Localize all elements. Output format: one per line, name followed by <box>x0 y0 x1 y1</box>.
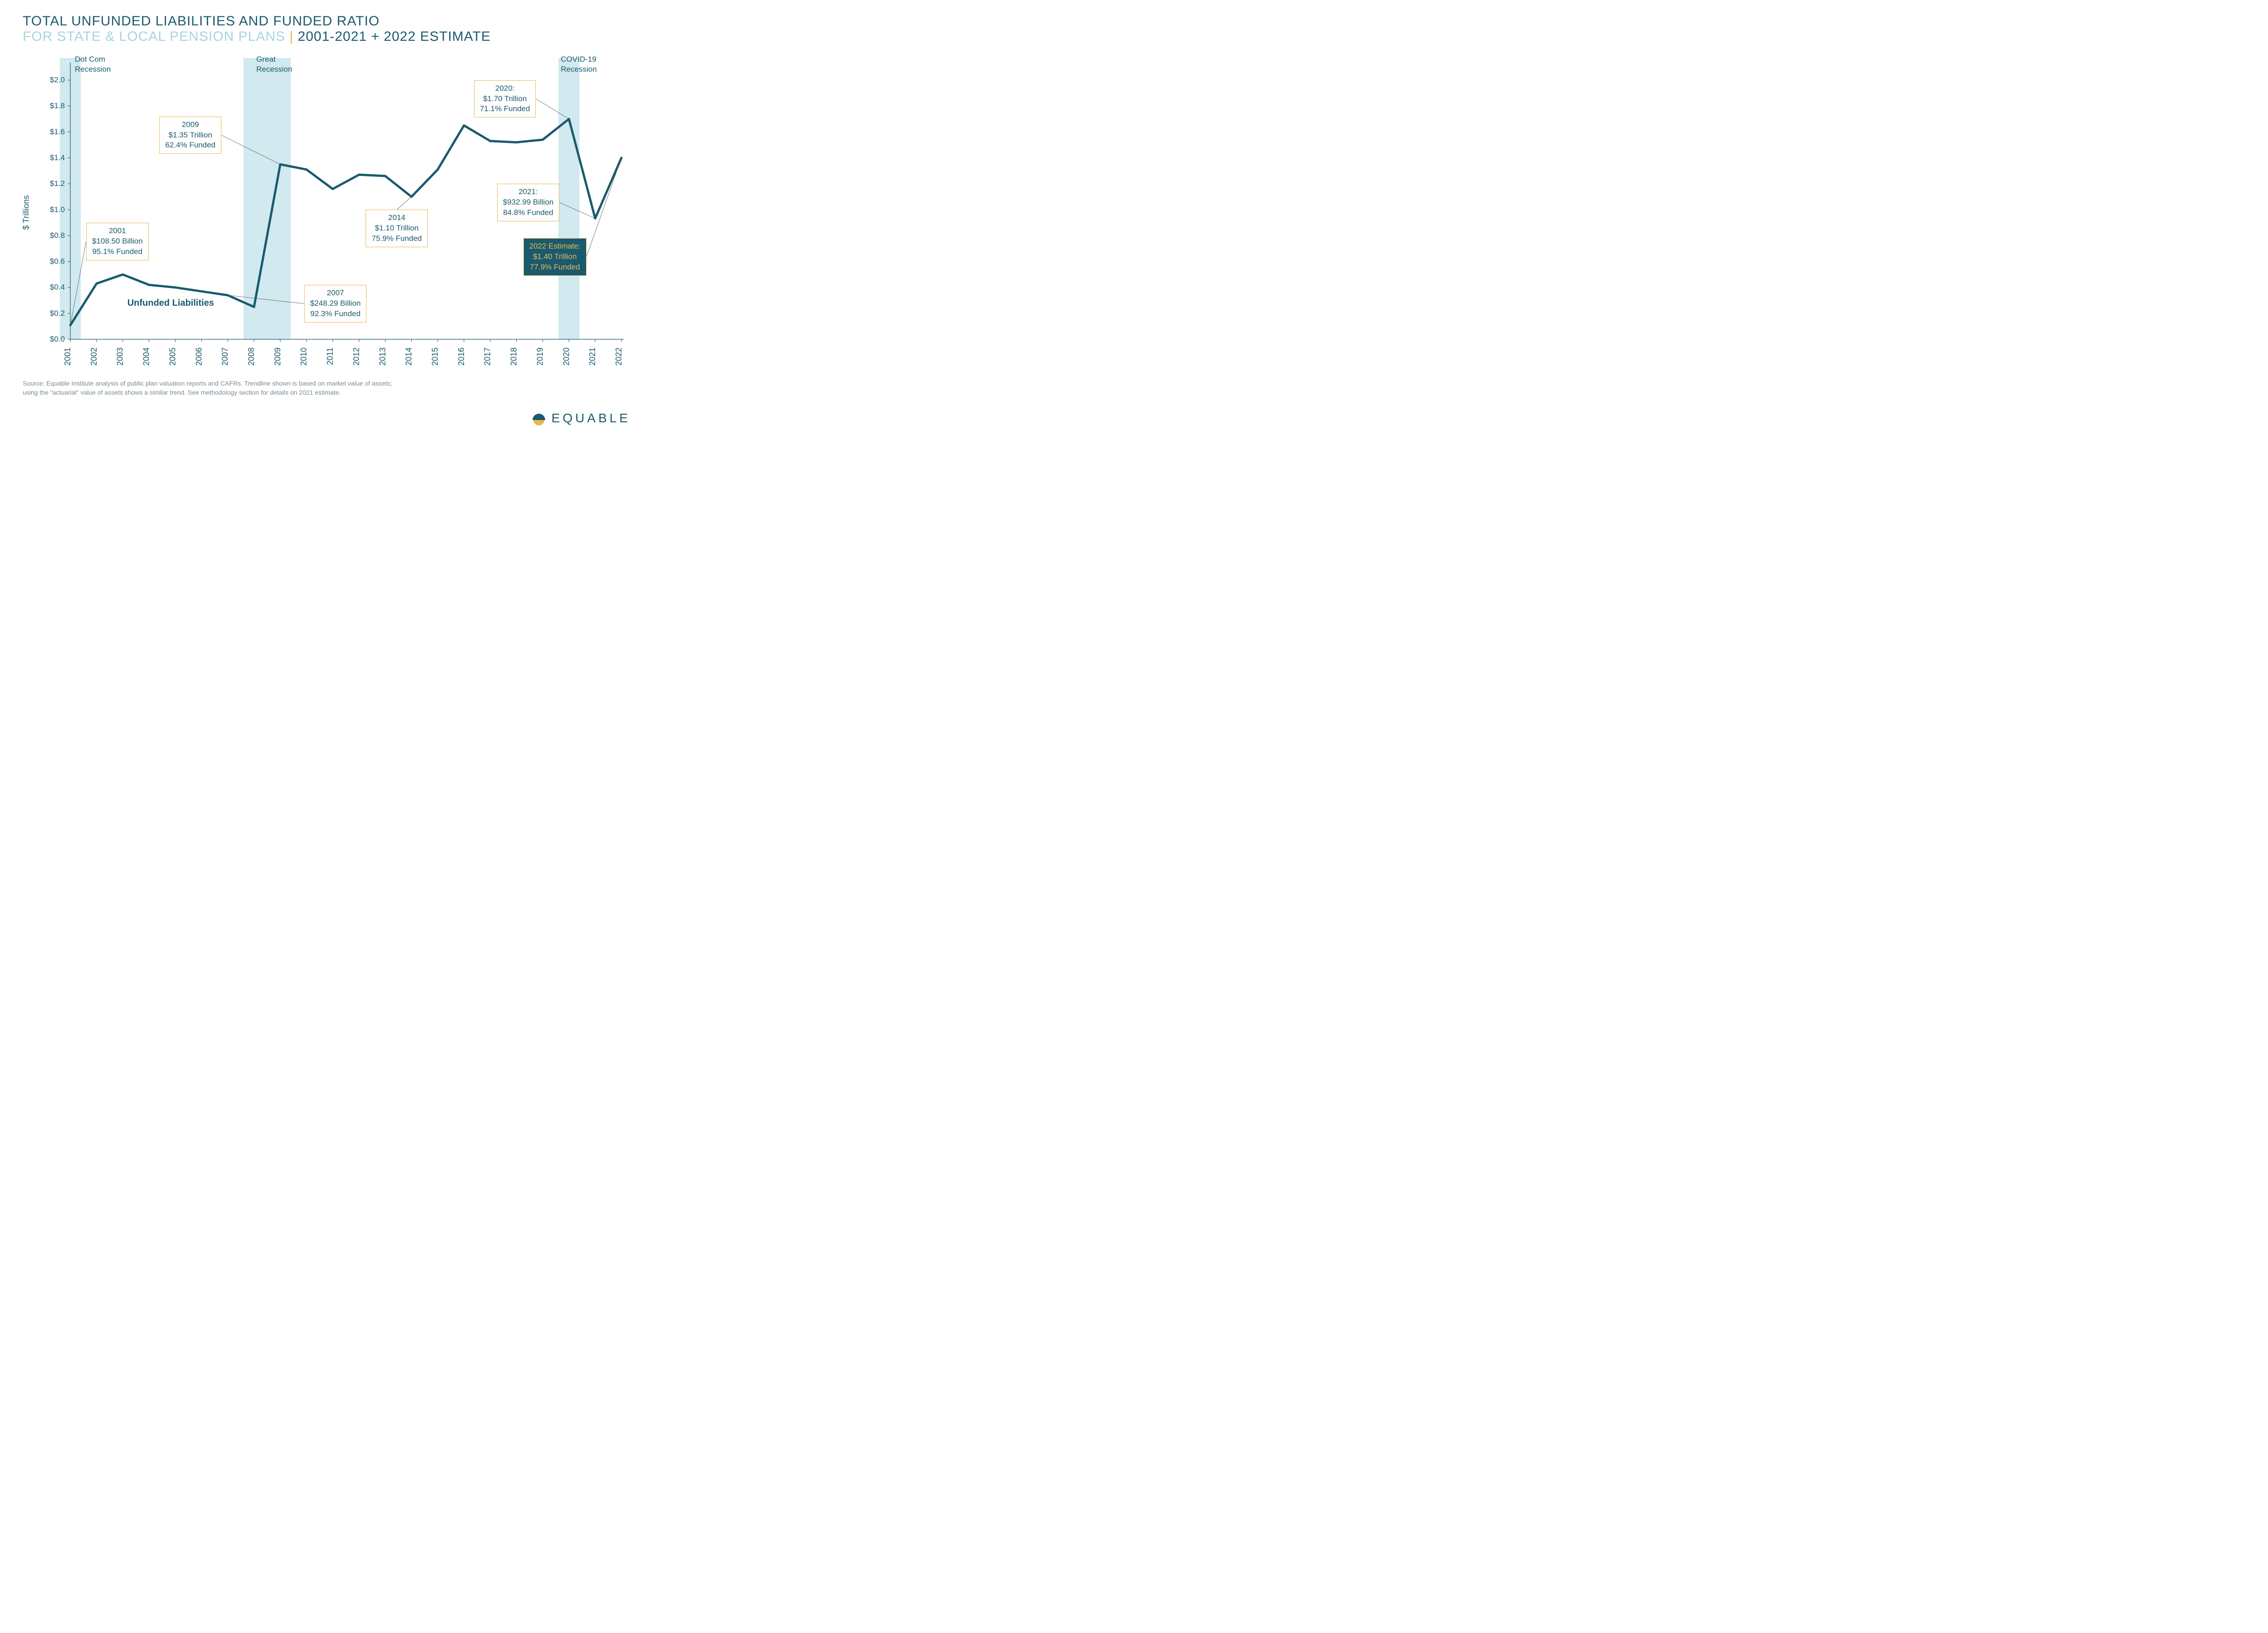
svg-text:$0.6: $0.6 <box>50 257 65 266</box>
source-footer: Source: Equable Institute analysis of pu… <box>23 379 631 397</box>
chart-title: TOTAL UNFUNDED LIABILITIES AND FUNDED RA… <box>23 14 631 44</box>
svg-text:2016: 2016 <box>457 347 466 366</box>
svg-text:2022: 2022 <box>614 347 623 366</box>
svg-text:2015: 2015 <box>430 347 440 366</box>
recession-label: Dot ComRecession <box>75 54 111 74</box>
svg-text:2010: 2010 <box>299 347 308 366</box>
svg-text:2005: 2005 <box>168 347 177 366</box>
subtitle-part1: FOR STATE & LOCAL PENSION PLANS <box>23 29 285 44</box>
y-axis-title: $ Trillions <box>22 195 31 230</box>
svg-text:2017: 2017 <box>483 347 492 366</box>
callout-2001: 2001$108.50 Billion95.1% Funded <box>86 223 149 260</box>
svg-text:$0.0: $0.0 <box>50 335 65 343</box>
svg-text:2006: 2006 <box>194 347 203 366</box>
svg-text:2004: 2004 <box>142 347 151 366</box>
subtitle-separator: | <box>285 29 298 44</box>
svg-text:$1.4: $1.4 <box>50 153 65 162</box>
logo-text: EQUABLE <box>552 411 631 425</box>
svg-text:$2.0: $2.0 <box>50 76 65 84</box>
recession-label: COVID-19Recession <box>561 54 596 74</box>
svg-text:$1.0: $1.0 <box>50 205 65 214</box>
logo: EQUABLE <box>532 410 631 426</box>
svg-text:2007: 2007 <box>220 347 230 366</box>
subtitle-part2: 2001-2021 + 2022 ESTIMATE <box>298 29 491 44</box>
svg-text:$1.6: $1.6 <box>50 127 65 136</box>
footer-line2: using the "actuarial" value of assets sh… <box>23 388 631 397</box>
svg-text:$0.2: $0.2 <box>50 309 65 318</box>
title-line1: TOTAL UNFUNDED LIABILITIES AND FUNDED RA… <box>23 14 631 29</box>
svg-text:2001: 2001 <box>63 347 72 366</box>
callout-2009: 2009$1.35 Trillion62.4% Funded <box>159 117 221 154</box>
svg-text:$0.8: $0.8 <box>50 231 65 240</box>
svg-text:2012: 2012 <box>352 347 361 366</box>
footer-line1: Source: Equable Institute analysis of pu… <box>23 379 631 388</box>
svg-text:2002: 2002 <box>89 347 98 366</box>
svg-text:2018: 2018 <box>509 347 518 366</box>
svg-text:2021: 2021 <box>588 347 597 366</box>
svg-text:2013: 2013 <box>378 347 387 366</box>
svg-text:$1.2: $1.2 <box>50 179 65 188</box>
svg-text:$0.4: $0.4 <box>50 283 65 292</box>
callout-2014: 2014$1.10 Trillion75.9% Funded <box>366 210 428 247</box>
callout-2020: 2020:$1.70 Trillion71.1% Funded <box>474 80 536 118</box>
svg-text:2003: 2003 <box>116 347 125 366</box>
svg-text:2020: 2020 <box>562 347 571 366</box>
svg-text:2019: 2019 <box>535 347 544 366</box>
callout-2007: 2007$248.29 Billion92.3% Funded <box>304 285 367 323</box>
callout-2021: 2021:$932.99 Billion84.8% Funded <box>497 184 560 221</box>
svg-text:2014: 2014 <box>404 347 413 366</box>
svg-text:2011: 2011 <box>326 347 335 365</box>
series-label: Unfunded Liabilities <box>127 298 214 308</box>
svg-text:2009: 2009 <box>273 347 282 366</box>
logo-icon <box>532 410 548 426</box>
title-line2: FOR STATE & LOCAL PENSION PLANS | 2001-2… <box>23 29 631 44</box>
chart-container: $0.0 $0.2 $0.4 $0.6 $0.8 $1.0 $1.2 $1.4 $1.6 $1.8… <box>23 49 631 376</box>
svg-text:2008: 2008 <box>247 347 256 366</box>
callout-2022: 2022 Estimate:$1.40 Trillion77.9% Funded <box>523 238 587 276</box>
recession-label: GreatRecession <box>256 54 292 74</box>
svg-text:$1.8: $1.8 <box>50 102 65 110</box>
